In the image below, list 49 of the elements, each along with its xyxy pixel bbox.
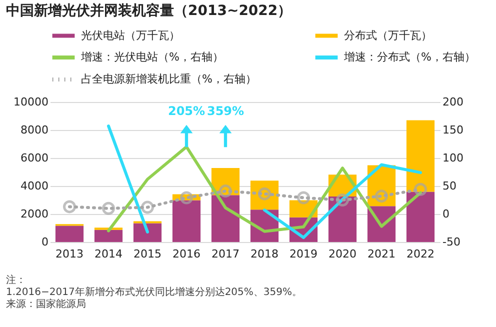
bar: [211, 195, 240, 242]
x-tick-label: 2018: [250, 248, 278, 260]
point: [141, 200, 154, 214]
legend-label: 分布式（万千瓦）: [344, 28, 432, 42]
point: [375, 190, 388, 203]
x-tick-label: 2017: [212, 248, 240, 260]
chart-title: 中国新增光伏并网装机容量（2013~2022）: [6, 2, 292, 19]
x-tick-label: 2014: [94, 248, 122, 260]
y-tick-label: 2000: [20, 208, 48, 220]
point: [102, 202, 115, 215]
x-tick-label: 2019: [290, 248, 318, 260]
y2-tick-label: 50: [442, 180, 456, 192]
point: [180, 191, 193, 204]
point: [414, 182, 427, 196]
y-tick-label: 10000: [14, 96, 48, 108]
x-tick-label: 2015: [134, 248, 162, 260]
text: 1.2016−2017年新增分布式光伏同比增速分别达205%、359%。: [6, 287, 303, 298]
legend-label: 光伏电站（万千瓦）: [81, 28, 180, 42]
bar: [406, 120, 435, 192]
y2-tick-label: 200: [442, 96, 464, 108]
bar: [133, 223, 162, 242]
x-tick-label: 2022: [406, 248, 434, 260]
y2-tick-label: 0: [442, 208, 450, 220]
y-tick-label: 6000: [20, 152, 48, 164]
x-tick-label: 2016: [172, 248, 200, 260]
bar: [172, 200, 201, 242]
bar: [406, 192, 435, 242]
source-note: 来源：国家能源局: [6, 299, 87, 311]
bar: [55, 226, 84, 242]
y-tick-label: 0: [42, 236, 48, 248]
x-tick-label: 2013: [56, 248, 84, 260]
y2-tick-label: 150: [442, 124, 464, 136]
y2-tick-label: -50: [442, 236, 460, 248]
point: [63, 200, 76, 214]
point: [219, 184, 232, 198]
y2-tick-label: 100: [442, 152, 464, 164]
legend-label: 占全电源新增装机比重（%，右轴）: [81, 72, 256, 86]
point: [297, 191, 310, 204]
annotation: 359%: [206, 104, 244, 118]
legend-label: 增速：光伏电站（%，右轴）: [80, 50, 224, 64]
x-tick-label: 2021: [368, 248, 396, 260]
point: [336, 194, 349, 206]
bar: [94, 230, 123, 242]
x-tick-label: 2020: [328, 248, 356, 260]
y-tick-label: 8000: [20, 124, 48, 136]
annotation: 205%: [168, 104, 206, 118]
y-tick-label: 4000: [20, 180, 48, 192]
legend-label: 增速：分布式（%，右轴）: [343, 50, 476, 64]
text: 注：: [6, 275, 27, 287]
